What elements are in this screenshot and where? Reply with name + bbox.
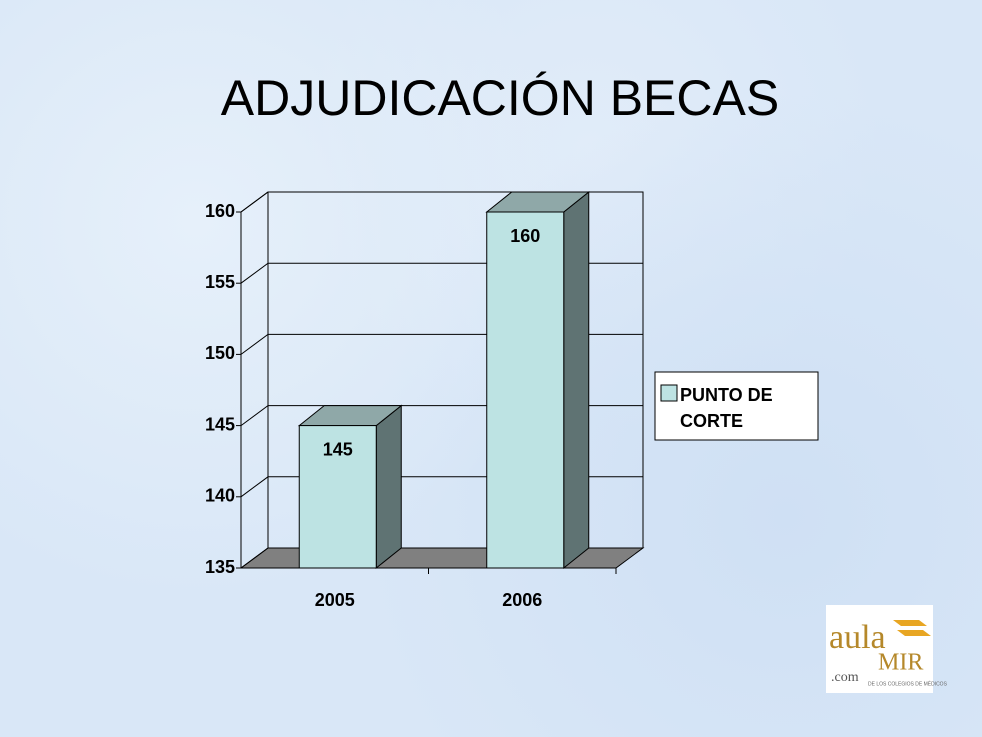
y-tick-label: 150 xyxy=(205,343,235,363)
logo-com: .com xyxy=(831,670,859,685)
y-tick-label: 140 xyxy=(205,486,235,506)
logo-subtitle: DE LOS COLEGIOS DE MÉDICOS xyxy=(868,680,948,687)
bar-side xyxy=(375,404,402,570)
logo-box xyxy=(826,605,933,693)
legend-swatch xyxy=(660,384,678,402)
y-tick-label: 145 xyxy=(205,414,235,434)
chart-title: ADJUDICACIÓN BECAS xyxy=(221,70,779,126)
y-tick-label: 160 xyxy=(205,201,235,221)
data-label: 160 xyxy=(510,226,540,246)
x-tick-label: 2006 xyxy=(502,590,542,610)
legend-label: PUNTO DE CORTE xyxy=(680,385,773,431)
bar-side xyxy=(563,190,590,570)
logo-mir: MIR xyxy=(878,650,923,676)
logo-icon xyxy=(893,620,931,636)
bar xyxy=(298,425,377,569)
bar xyxy=(486,211,565,569)
data-label: 145 xyxy=(323,439,353,459)
x-tick-label: 2005 xyxy=(315,590,355,610)
logo-aula: aula xyxy=(829,619,886,656)
legend-box xyxy=(654,371,819,441)
y-tick-label: 155 xyxy=(205,272,235,292)
y-tick-label: 135 xyxy=(205,557,235,577)
